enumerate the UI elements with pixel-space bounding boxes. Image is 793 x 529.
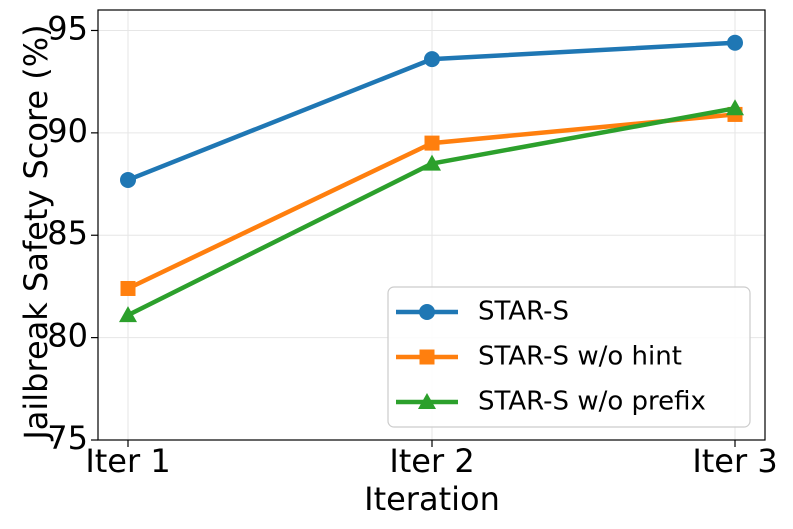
data-point — [120, 171, 136, 188]
legend-box — [387, 286, 751, 428]
series-1 — [120, 34, 743, 188]
y-tick-label: 90 — [47, 112, 88, 150]
legend-label: STAR-S w/o hint — [478, 342, 682, 372]
y-tick-label: 75 — [47, 419, 88, 457]
gridlines — [98, 10, 765, 441]
y-tick-label: 95 — [47, 9, 88, 47]
legend: STAR-S STAR-S w/o hint STAR-S w/o prefix — [387, 286, 751, 428]
y-tick-label: 85 — [47, 214, 88, 252]
data-point — [727, 34, 743, 51]
data-point — [119, 306, 137, 323]
data-point — [424, 51, 440, 68]
legend-label: STAR-S — [478, 297, 569, 327]
legend-label: STAR-S w/o prefix — [478, 387, 706, 417]
legend-item: STAR-S — [396, 297, 569, 327]
x-tick-label: Iter 3 — [692, 442, 777, 480]
axis-ticks: 75 80 85 90 95 Iter 1 Iter 2 Iter 3 — [47, 9, 777, 480]
data-point — [120, 280, 136, 296]
x-axis-label: Iteration — [364, 480, 500, 518]
x-tick-label: Iter 2 — [389, 442, 474, 480]
series-layer — [119, 34, 744, 323]
legend-marker — [419, 304, 435, 320]
data-point — [423, 154, 441, 171]
legend-item: STAR-S w/o hint — [396, 342, 682, 372]
series-3 — [119, 99, 744, 323]
y-axis-label: Jailbreak Safety Score (%) — [17, 24, 55, 441]
legend-marker — [418, 393, 436, 409]
legend-marker — [419, 349, 435, 365]
y-tick-label: 80 — [47, 317, 88, 355]
data-point — [424, 135, 440, 151]
x-tick-label: Iter 1 — [85, 442, 170, 480]
legend-item: STAR-S w/o prefix — [396, 387, 706, 417]
data-point — [726, 99, 744, 116]
